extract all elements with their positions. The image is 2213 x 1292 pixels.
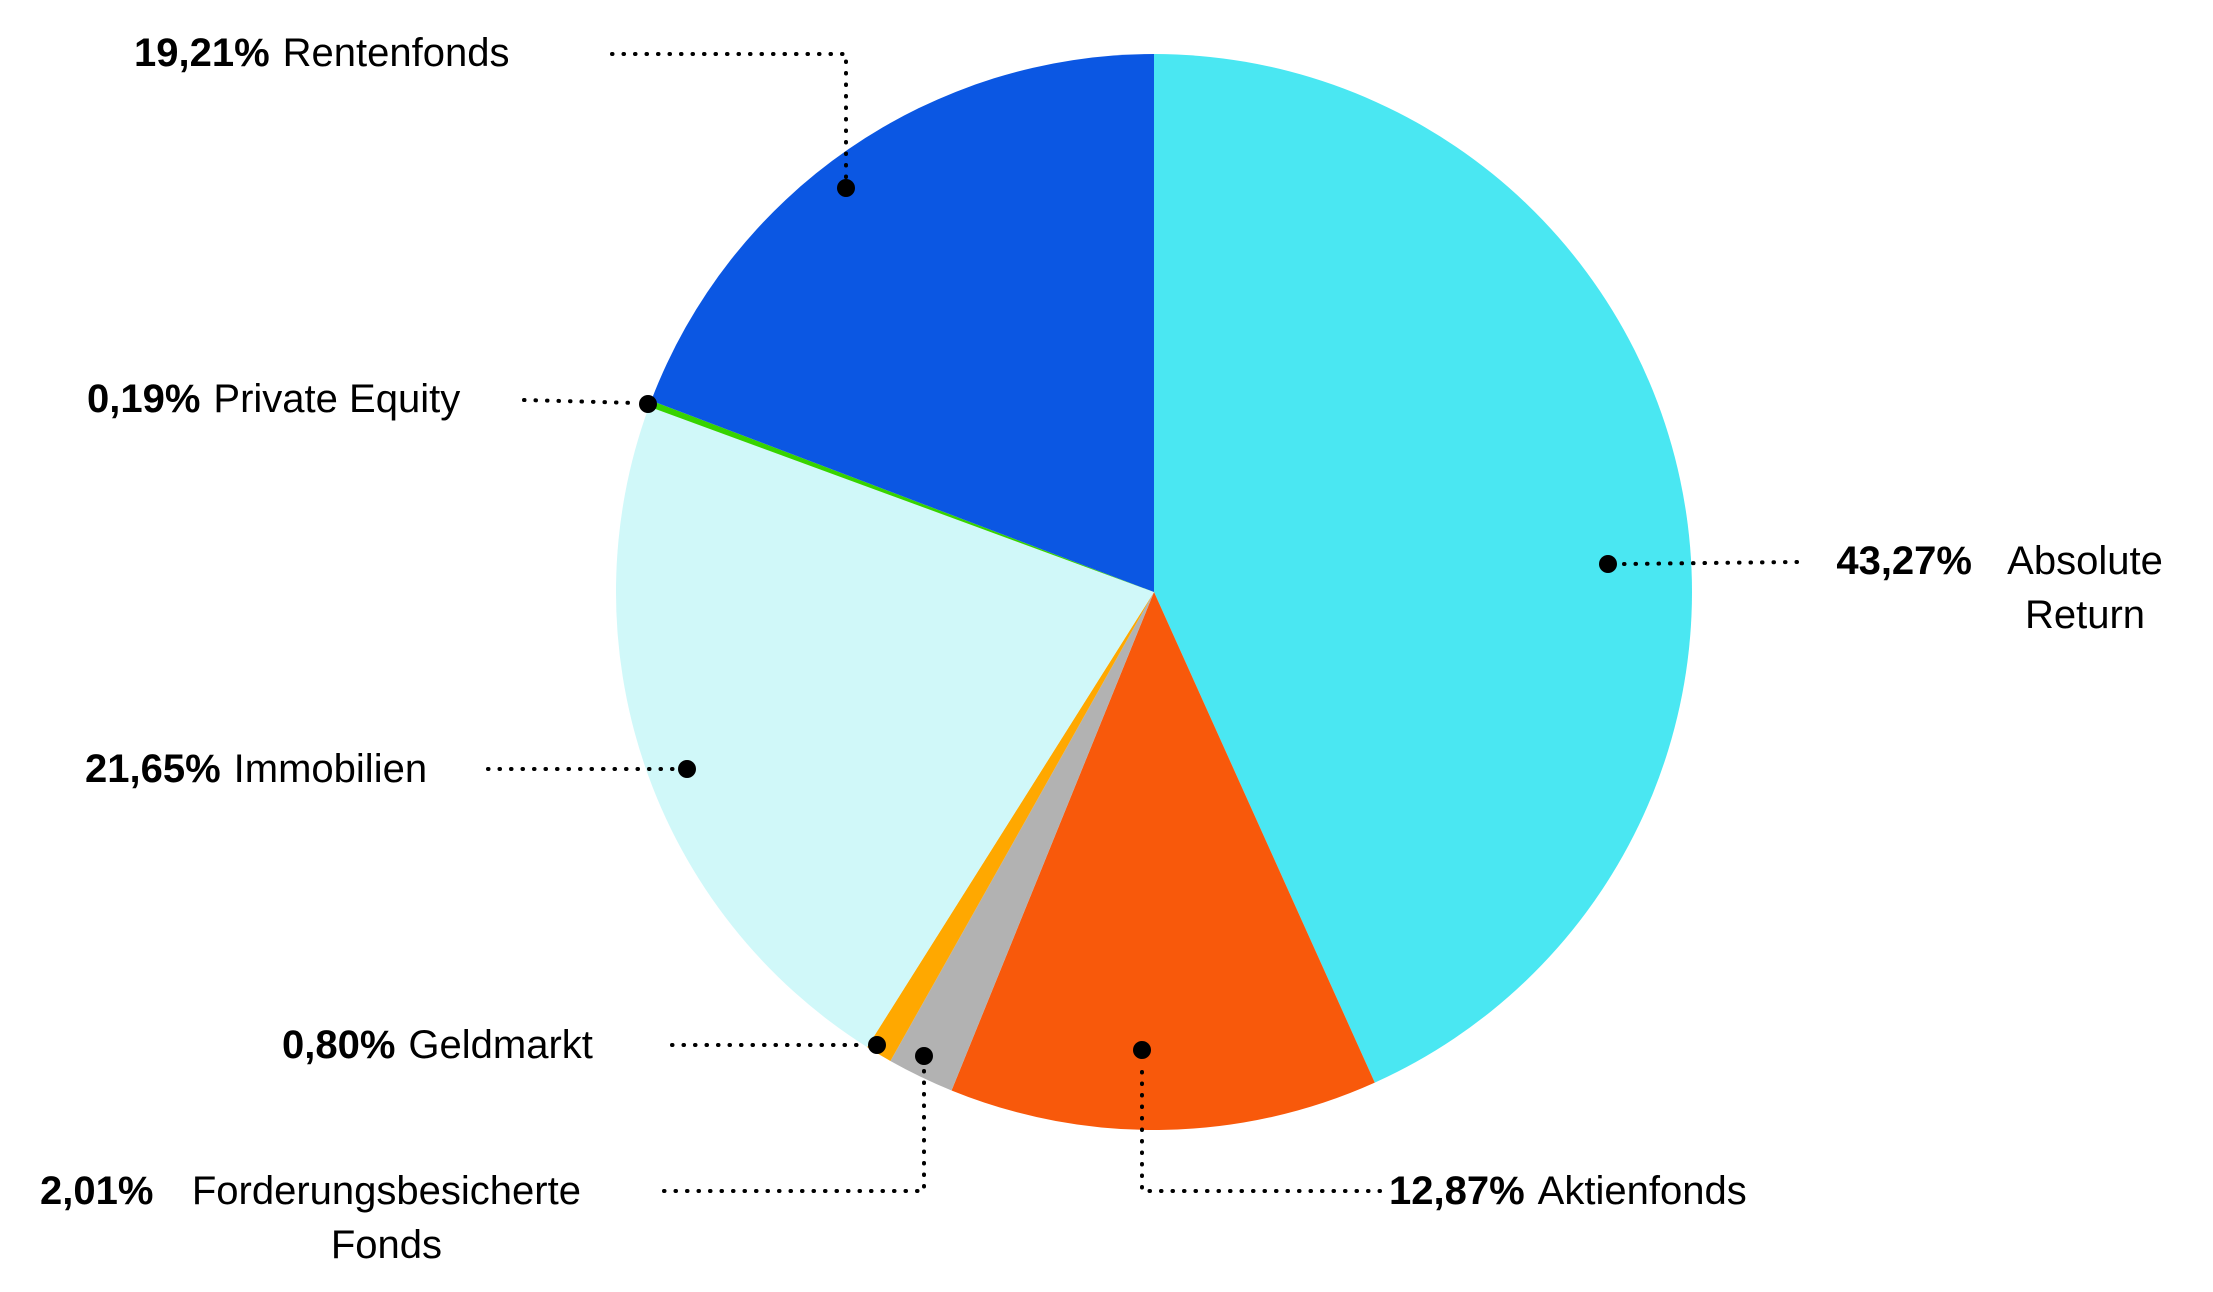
label-geldmarkt-name: Geldmarkt	[408, 1023, 593, 1067]
label-absolute-return: 43,27% Absolute Return	[1836, 534, 2185, 642]
pie-slice-geldmarkt	[867, 592, 1154, 1061]
leader-dot-aktienfonds	[1133, 1041, 1151, 1059]
leader-dot-private-equity	[639, 395, 657, 413]
label-aktienfonds: 12,87% Aktienfonds	[1389, 1164, 1747, 1218]
leader-line-private-equity	[522, 398, 638, 405]
label-aktienfonds-value: 12,87%	[1389, 1169, 1525, 1213]
label-aktienfonds-name: Aktienfonds	[1537, 1169, 1747, 1213]
pie-slice-immobilien	[615, 406, 1154, 1048]
leader-line-forderungsbesicherte-fonds	[662, 1066, 926, 1193]
label-immobilien: 21,65% Immobilien	[85, 742, 427, 796]
label-forderungsbesicherte-fonds-name: Forderungsbesicherte Fonds	[191, 1169, 581, 1267]
label-absolute-return-value: 43,27%	[1836, 539, 1972, 583]
leader-dot-geldmarkt	[868, 1036, 886, 1054]
leader-line-rentenfonds	[610, 52, 848, 180]
label-absolute-return-name: Absolute Return	[2007, 539, 2163, 637]
label-private-equity-value: 0,19%	[87, 377, 201, 421]
label-forderungsbesicherte-fonds: 2,01% Forderungsbesicherte Fonds	[40, 1164, 606, 1272]
label-immobilien-name: Immobilien	[233, 747, 428, 791]
label-forderungsbesicherte-fonds-value: 2,01%	[40, 1169, 154, 1213]
pie-slice-private-equity	[648, 400, 1154, 592]
leader-line-aktienfonds	[1140, 1060, 1382, 1193]
label-rentenfonds: 19,21% Rentenfonds	[134, 26, 510, 80]
label-private-equity-name: Private Equity	[213, 377, 461, 421]
label-immobilien-value: 21,65%	[85, 747, 221, 791]
leader-line-absolute-return	[1618, 560, 1799, 566]
leader-dot-absolute-return	[1599, 555, 1617, 573]
label-rentenfonds-value: 19,21%	[134, 31, 270, 75]
pie-slice-rentenfonds	[651, 53, 1154, 592]
pie-slice-aktienfonds	[951, 592, 1375, 1130]
pie-slice-absolute-return	[1154, 54, 1692, 1083]
leader-dot-forderungsbesicherte-fonds	[915, 1047, 933, 1065]
leader-dot-rentenfonds	[837, 179, 855, 197]
label-rentenfonds-name: Rentenfonds	[282, 31, 510, 75]
label-geldmarkt: 0,80% Geldmarkt	[282, 1018, 593, 1072]
label-geldmarkt-value: 0,80%	[282, 1023, 396, 1067]
leader-dot-immobilien	[678, 760, 696, 778]
label-private-equity: 0,19% Private Equity	[87, 372, 460, 426]
pie-slice-forderungsbesicherte-fonds	[890, 592, 1154, 1091]
